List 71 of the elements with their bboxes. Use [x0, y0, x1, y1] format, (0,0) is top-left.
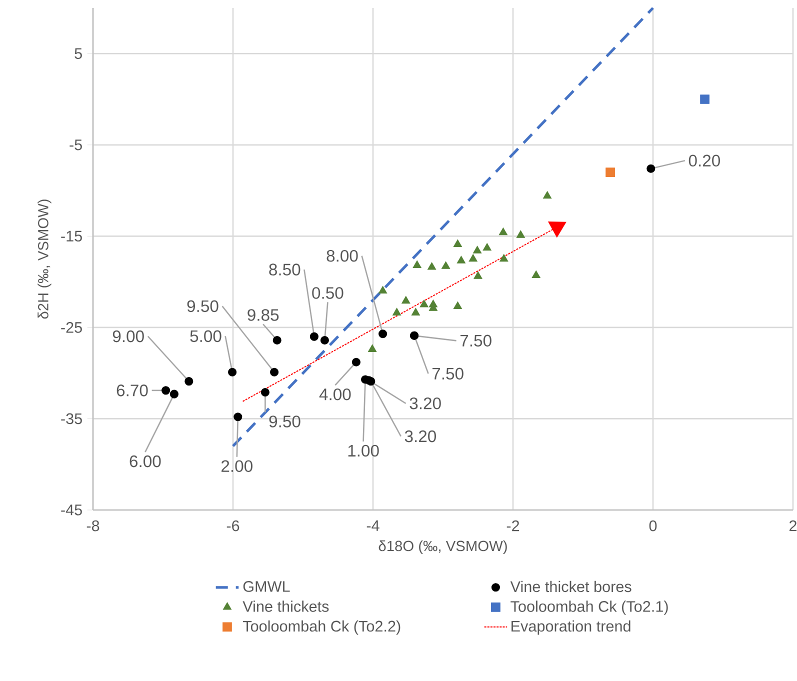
point — [378, 330, 388, 338]
annotation: 6.00 — [130, 455, 161, 468]
point — [468, 254, 478, 262]
x-tick-label: -8 — [86, 520, 100, 532]
point — [441, 261, 450, 269]
x-tick-label: -4 — [366, 520, 380, 531]
annotation: 9.50 — [187, 300, 218, 312]
legend-label: Vine thicket bores — [510, 580, 632, 592]
annotation: 3.20 — [404, 430, 436, 442]
point — [368, 344, 377, 352]
annotation: 0.50 — [312, 287, 344, 299]
y-tick-label: -45 — [61, 504, 82, 516]
legend-label: Tooloombah Ck (To2.2) — [242, 620, 400, 635]
point — [234, 412, 242, 422]
y-tick-label: -35 — [61, 413, 82, 424]
y-tick-label: 5 — [74, 48, 82, 59]
legend-label: GMWL — [243, 581, 290, 592]
point — [260, 388, 270, 397]
point — [310, 332, 318, 341]
annotation: 6.70 — [116, 384, 148, 396]
annotation: 3.20 — [410, 397, 441, 410]
point — [352, 358, 360, 366]
annotation: 4.00 — [319, 388, 351, 400]
point — [378, 286, 388, 294]
legend-label: Vine thickets — [242, 600, 329, 612]
point — [411, 308, 420, 316]
annotation: 1.00 — [348, 444, 379, 457]
y-tick-label: -15 — [61, 230, 82, 242]
point — [427, 262, 436, 270]
point — [412, 260, 422, 268]
point — [392, 308, 402, 316]
y-axis-title: δ2H (‰, VSMOW) — [38, 200, 52, 319]
x-tick-label: 2 — [790, 520, 796, 532]
point — [516, 230, 526, 238]
point — [402, 296, 410, 304]
y-tick-label: -25 — [61, 322, 82, 333]
annotation: 2.00 — [222, 460, 252, 472]
annotation: 0.20 — [688, 154, 720, 167]
point — [320, 336, 329, 344]
x-axis-title: δ18O (‰, VSMOW) — [378, 540, 507, 554]
point — [500, 254, 508, 262]
annotation: 5.00 — [190, 330, 222, 342]
point — [474, 271, 482, 279]
point — [532, 270, 540, 278]
legend-label: Evaporation trend — [512, 620, 630, 635]
annotation: 9.85 — [248, 309, 279, 321]
point — [162, 386, 170, 395]
x-tick-label: 0 — [649, 520, 657, 532]
point — [170, 390, 178, 398]
point — [272, 336, 282, 344]
point — [270, 368, 279, 376]
x-tick-label: -6 — [226, 520, 240, 532]
annotation: 9.50 — [269, 416, 300, 428]
annotation: 7.50 — [460, 334, 492, 347]
y-tick-label: -5 — [70, 140, 82, 150]
point — [453, 239, 462, 247]
point — [456, 256, 466, 264]
point — [472, 246, 482, 254]
annotation: 8.50 — [269, 264, 300, 276]
point — [228, 368, 237, 376]
annotation: 7.50 — [432, 368, 464, 380]
point — [542, 191, 552, 199]
point — [498, 228, 508, 236]
point — [453, 302, 462, 310]
x-tick-label: -2 — [506, 520, 520, 532]
annotation: 9.00 — [112, 330, 144, 342]
point — [184, 377, 194, 386]
legend-label: Tooloombah Ck (To2.1) — [510, 600, 668, 615]
point — [420, 300, 428, 308]
annotation: 8.00 — [326, 250, 358, 262]
point — [482, 243, 492, 251]
